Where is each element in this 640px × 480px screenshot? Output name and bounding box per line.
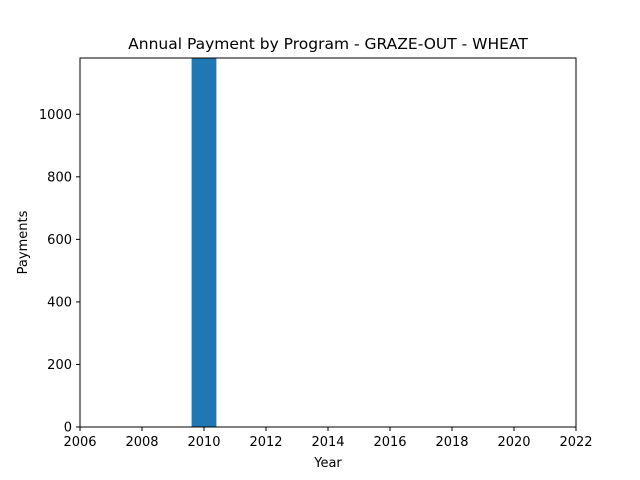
x-tick-label: 2008 [125,435,158,450]
x-tick-label: 2014 [311,435,344,450]
y-axis-ticks: 0 200 400 600 800 1000 [39,108,80,436]
bar-2010 [191,58,217,427]
x-tick-label: 2006 [63,435,96,450]
x-axis-label: Year [313,456,342,471]
x-tick-label: 2022 [559,435,592,450]
y-tick-label: 1000 [39,108,72,123]
bars-group [191,58,217,427]
y-tick-label: 800 [47,170,72,185]
x-tick-label: 2012 [249,435,282,450]
y-tick-label: 0 [64,421,72,436]
x-tick-label: 2020 [497,435,530,450]
y-tick-label: 400 [47,295,72,310]
y-tick-label: 600 [47,233,72,248]
x-tick-label: 2010 [187,435,220,450]
x-tick-label: 2016 [373,435,406,450]
x-axis-ticks: 2006 2008 2010 2012 2014 2016 2018 2020 2022 [63,427,593,450]
plot-frame [79,57,577,428]
chart-title: Annual Payment by Program - GRAZE-OUT - … [128,35,528,53]
y-tick-label: 200 [47,358,72,373]
y-axis-label: Payments [16,210,31,274]
x-tick-label: 2018 [435,435,468,450]
